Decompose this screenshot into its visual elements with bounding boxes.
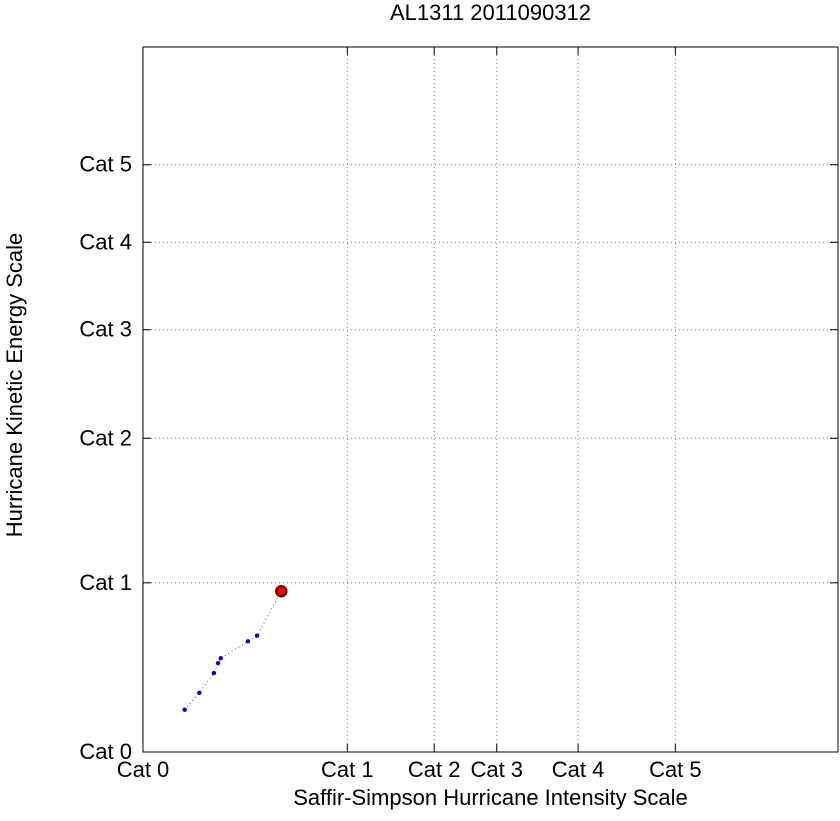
plot-border — [142, 46, 839, 753]
y-tick-label: Cat 3 — [79, 317, 132, 342]
x-tick-label: Cat 3 — [470, 757, 523, 782]
y-tick-label: Cat 5 — [79, 152, 132, 177]
y-tick-label: Cat 2 — [79, 425, 132, 450]
x-tick-label: Cat 0 — [117, 757, 170, 782]
track-point — [245, 639, 251, 644]
y-tick-label: Cat 0 — [79, 739, 132, 764]
track-point — [197, 690, 202, 695]
x-tick-label: Cat 1 — [321, 757, 374, 782]
x-axis-title: Saffir-Simpson Hurricane Intensity Scale — [293, 785, 688, 810]
track-point — [254, 633, 260, 638]
current-position-point — [275, 585, 288, 598]
track-point — [211, 670, 217, 676]
x-tick-label: Cat 4 — [552, 757, 605, 782]
x-tick-label: Cat 2 — [408, 757, 461, 782]
x-tick-label: Cat 5 — [649, 757, 702, 782]
y-tick-label: Cat 1 — [79, 570, 132, 595]
track-point — [218, 656, 224, 661]
track-point — [215, 660, 221, 666]
track-point — [182, 707, 187, 712]
y-tick-label: Cat 4 — [79, 229, 132, 254]
chart-title: AL1311 2011090312 — [389, 0, 592, 25]
